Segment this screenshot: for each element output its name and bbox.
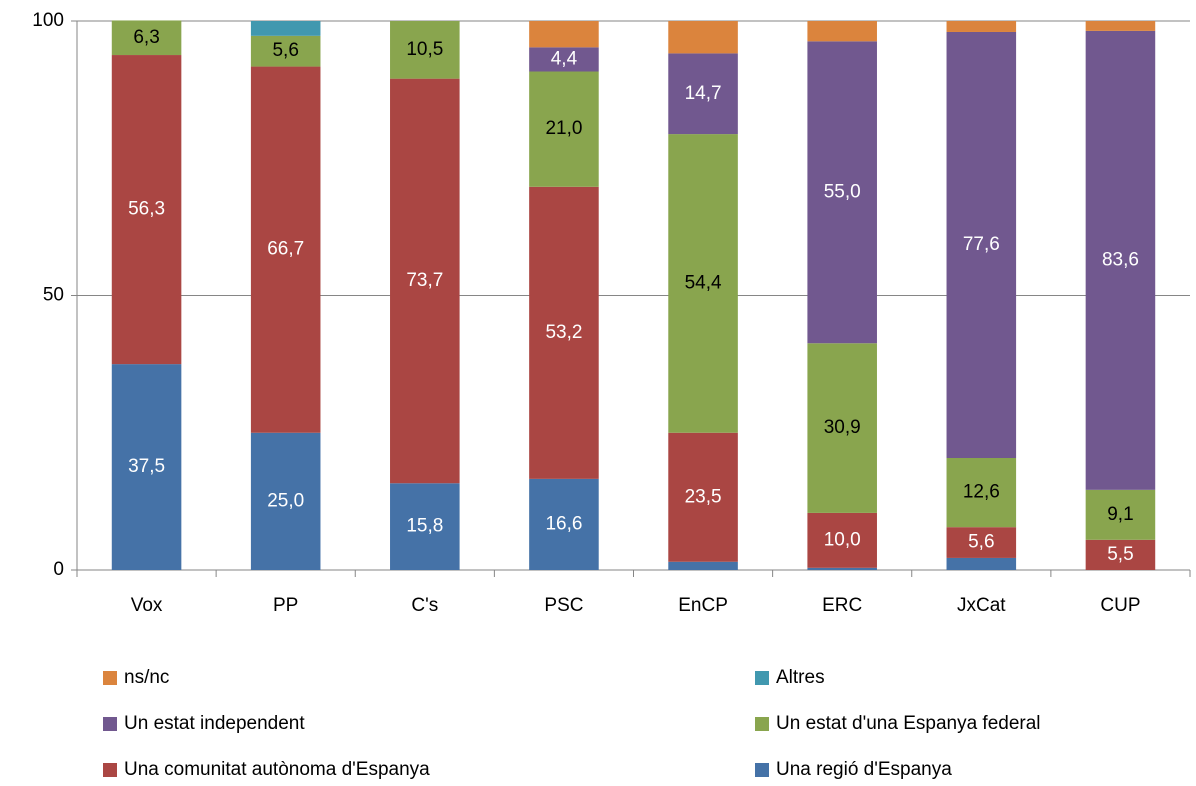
bar-segment: [946, 31, 1017, 459]
bar-segment: [111, 364, 182, 570]
legend-label: ns/nc: [124, 667, 169, 688]
data-label: 83,6: [1102, 249, 1139, 270]
data-label: 73,7: [406, 270, 443, 291]
bar-segment: [946, 527, 1017, 558]
bar-segment: [529, 47, 599, 72]
x-tick-label: ERC: [822, 595, 862, 616]
data-label: 25,0: [267, 490, 304, 511]
x-tick-label: EnCP: [678, 595, 728, 616]
bar-segment: [529, 186, 599, 479]
x-tick-label: C's: [411, 595, 438, 616]
legend-label: Altres: [776, 667, 825, 688]
bar-segment: [807, 567, 877, 570]
legend-swatch: [755, 671, 769, 685]
bar-segment: [529, 71, 599, 187]
data-label: 9,1: [1107, 504, 1133, 525]
x-tick-label: CUP: [1100, 595, 1140, 616]
bar-segment: [946, 21, 1017, 32]
bar-segment: [946, 458, 1017, 528]
bar-segment: [668, 561, 738, 570]
data-label: 21,0: [545, 118, 582, 139]
data-label: 5,6: [968, 532, 994, 553]
bar-segment: [390, 78, 460, 484]
bar-segment: [390, 483, 460, 570]
data-label: 37,5: [128, 456, 165, 477]
bar-segment: [111, 55, 182, 365]
bar-segment: [1085, 489, 1156, 540]
y-tick-label: 100: [32, 10, 64, 31]
bar-segment: [1085, 539, 1156, 570]
data-label: 10,5: [406, 39, 443, 60]
data-label: 4,4: [551, 48, 578, 69]
legend-swatch: [755, 717, 769, 731]
bar-segment: [250, 66, 321, 433]
bar-segment: [946, 557, 1017, 570]
data-label: 30,9: [824, 417, 861, 438]
bar-segment: [668, 432, 738, 562]
legend-swatch: [103, 717, 117, 731]
bar-segment: [250, 21, 321, 36]
bar-segment: [1085, 30, 1156, 490]
data-label: 5,5: [1107, 544, 1133, 565]
data-label: 6,3: [133, 27, 159, 48]
bar-segment: [807, 41, 877, 344]
bar-segment: [529, 478, 599, 570]
bar-segment: [390, 21, 460, 79]
data-label: 5,6: [272, 40, 298, 61]
bar-segment: [250, 432, 321, 570]
data-label: 14,7: [685, 83, 722, 104]
bar-segment: [668, 134, 738, 433]
bar-segment: [807, 512, 877, 568]
bar-segment: [250, 35, 321, 67]
bar-segment: [1085, 21, 1156, 31]
bar-segment: [668, 21, 738, 54]
y-tick-label: 50: [43, 285, 64, 306]
y-tick-label: 0: [53, 559, 64, 580]
data-label: 55,0: [824, 181, 861, 202]
legend-swatch: [103, 671, 117, 685]
data-label: 66,7: [267, 239, 304, 260]
data-label: 12,6: [963, 482, 1000, 503]
bar-segment: [529, 21, 599, 48]
bar-segment: [111, 20, 182, 56]
data-label: 53,2: [545, 322, 582, 343]
x-tick-label: PSC: [544, 595, 583, 616]
bar-segment: [807, 343, 877, 513]
x-tick-label: PP: [273, 595, 298, 616]
legend-swatch: [103, 763, 117, 777]
x-tick-label: JxCat: [957, 595, 1006, 616]
legend-swatch: [755, 763, 769, 777]
data-label: 23,5: [685, 486, 722, 507]
legend-label: Un estat d'una Espanya federal: [776, 713, 1041, 734]
data-label: 15,8: [406, 516, 443, 537]
legend-label: Una comunitat autònoma d'Espanya: [124, 759, 430, 780]
bar-segment: [807, 21, 877, 42]
data-label: 77,6: [963, 234, 1000, 255]
x-tick-label: Vox: [131, 595, 163, 616]
data-label: 16,6: [545, 513, 582, 534]
legend-label: Una regió d'Espanya: [776, 759, 952, 780]
data-label: 10,0: [824, 529, 861, 550]
data-label: 56,3: [128, 199, 165, 220]
data-label: 54,4: [685, 272, 722, 293]
legend-label: Un estat independent: [124, 713, 305, 734]
bar-segment: [668, 53, 738, 135]
